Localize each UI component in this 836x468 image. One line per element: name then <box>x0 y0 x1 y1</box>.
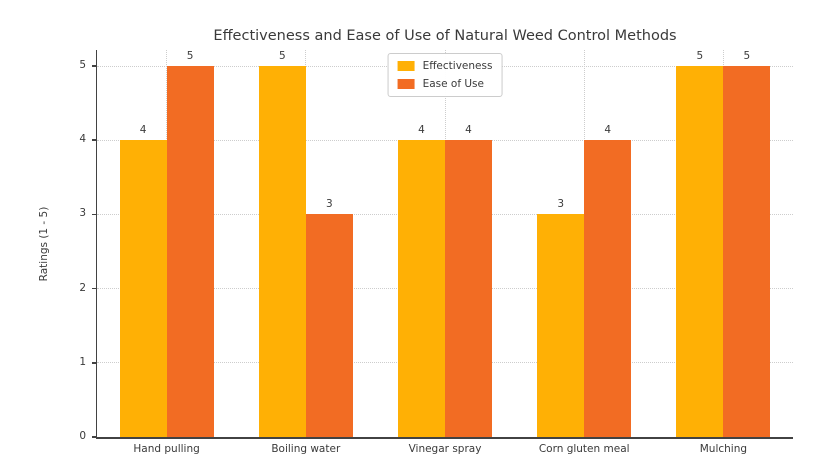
bar-ease-of-use <box>166 66 214 437</box>
y-tick-label: 2 <box>79 281 86 294</box>
y-tick-label: 3 <box>79 207 86 220</box>
bar-value-label: 4 <box>139 124 147 137</box>
bar-effectiveness <box>258 66 306 437</box>
bars-layer: 4 5 4 3 5 5 3 4 4 5 <box>97 50 793 437</box>
x-tick-label: Vinegar spray <box>408 443 482 455</box>
bar-ease-of-use <box>584 140 632 437</box>
bar-ease-of-use <box>305 214 353 437</box>
bar-value-label: 4 <box>465 124 472 137</box>
bar-value-label: 4 <box>418 124 425 137</box>
x-tick-label: Mulching <box>699 443 748 455</box>
bar-value-label: 5 <box>743 50 751 63</box>
y-tick-label: 4 <box>79 133 86 146</box>
y-axis-spine <box>95 50 97 439</box>
y-tick-mark <box>91 362 96 364</box>
bar-effectiveness <box>398 140 445 437</box>
bar-ease-of-use <box>723 66 771 437</box>
x-axis-spine <box>95 437 793 439</box>
bar-value-label: 5 <box>696 50 704 63</box>
y-axis-label: Ratings (1 - 5) <box>38 206 50 282</box>
y-tick-mark <box>91 213 96 216</box>
y-tick-label: 0 <box>79 430 86 442</box>
y-tick-label: 5 <box>79 59 86 72</box>
chart-title: Effectiveness and Ease of Use of Natural… <box>213 28 677 44</box>
bar-value-label: 4 <box>604 124 612 137</box>
bar-value-label: 3 <box>325 198 333 211</box>
bar-value-label: 3 <box>557 198 565 211</box>
bar-ease-of-use <box>445 140 492 437</box>
bar-effectiveness <box>537 214 585 437</box>
x-tick-label: Boiling water <box>271 443 341 455</box>
bar-value-label: 5 <box>278 50 286 63</box>
x-tick-label: Corn gluten meal <box>538 443 630 455</box>
y-tick-mark <box>91 65 96 67</box>
bar-effectiveness <box>676 66 724 437</box>
bar-effectiveness <box>119 140 167 437</box>
y-tick-label: 1 <box>79 355 86 368</box>
y-tick-mark <box>91 139 96 141</box>
y-tick-mark <box>91 436 96 438</box>
y-tick-mark <box>91 287 96 290</box>
bar-value-label: 5 <box>186 50 194 63</box>
x-tick-label: Hand pulling <box>133 443 200 455</box>
